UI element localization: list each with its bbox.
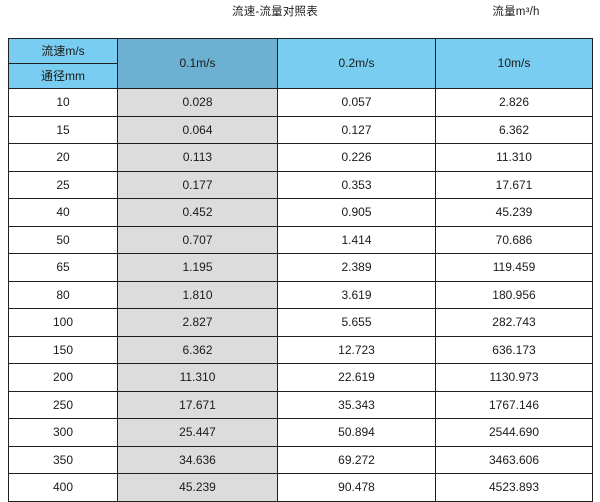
cell-v1: 1.195 — [117, 253, 278, 282]
table-row: 15 0.064 0.127 6.362 — [8, 115, 593, 144]
cell-v3: 70.686 — [435, 225, 593, 254]
cell-v2: 0.353 — [277, 170, 436, 199]
table-row: 150 6.362 12.723 636.173 — [8, 335, 593, 364]
flow-rate-table: 流速m/s 0.1m/s 0.2m/s 10m/s 通径mm 10 0.028 … — [8, 38, 593, 502]
cell-v2: 2.389 — [277, 253, 436, 282]
cell-v3: 2544.690 — [435, 418, 593, 447]
cell-v1: 0.177 — [117, 170, 278, 199]
table-row: 250 17.671 35.343 1767.146 — [8, 390, 593, 419]
cell-v1: 6.362 — [117, 335, 278, 364]
cell-v2: 0.226 — [277, 143, 436, 172]
cell-v2: 5.655 — [277, 308, 436, 337]
cell-v1: 0.113 — [117, 143, 278, 172]
cell-dn: 65 — [8, 253, 118, 282]
cell-v1: 11.310 — [117, 363, 278, 392]
cell-v3: 119.459 — [435, 253, 593, 282]
cell-dn: 150 — [8, 335, 118, 364]
cell-v1: 25.447 — [117, 418, 278, 447]
cell-dn: 20 — [8, 143, 118, 172]
cell-v3: 636.173 — [435, 335, 593, 364]
cell-v1: 1.810 — [117, 280, 278, 309]
table-row: 50 0.707 1.414 70.686 — [8, 225, 593, 254]
cell-v3: 1130.973 — [435, 363, 593, 392]
table-row: 350 34.636 69.272 3463.606 — [8, 445, 593, 474]
cell-dn: 100 — [8, 308, 118, 337]
page-title: 流速-流量对照表 — [232, 6, 318, 18]
table-body: 10 0.028 0.057 2.826 15 0.064 0.127 6.36… — [8, 88, 593, 502]
header-row-bottom: 通径mm — [8, 63, 593, 89]
cell-v1: 0.707 — [117, 225, 278, 254]
table-row: 300 25.447 50.894 2544.690 — [8, 418, 593, 447]
cell-v1: 0.028 — [117, 88, 278, 117]
cell-dn: 400 — [8, 473, 118, 502]
cell-dn: 40 — [8, 198, 118, 227]
column-header-v2: 0.2m/s — [277, 38, 436, 89]
table-row: 20 0.113 0.226 11.310 — [8, 143, 593, 172]
table-row: 65 1.195 2.389 119.459 — [8, 253, 593, 282]
cell-dn: 50 — [8, 225, 118, 254]
flow-table-wrap: 流速m/s 0.1m/s 0.2m/s 10m/s 通径mm 10 0.028 … — [8, 38, 593, 502]
title-band: 流速-流量对照表 流量m³/h — [0, 0, 600, 38]
corner-header-diameter: 通径mm — [8, 63, 118, 89]
cell-v1: 2.827 — [117, 308, 278, 337]
column-header-v3: 10m/s — [435, 38, 593, 89]
cell-dn: 350 — [8, 445, 118, 474]
cell-v2: 90.478 — [277, 473, 436, 502]
cell-v1: 17.671 — [117, 390, 278, 419]
table-row: 400 45.239 90.478 4523.893 — [8, 473, 593, 502]
cell-v3: 6.362 — [435, 115, 593, 144]
cell-v1: 0.064 — [117, 115, 278, 144]
cell-v2: 69.272 — [277, 445, 436, 474]
cell-v3: 2.826 — [435, 88, 593, 117]
cell-v3: 11.310 — [435, 143, 593, 172]
cell-dn: 300 — [8, 418, 118, 447]
cell-v3: 3463.606 — [435, 445, 593, 474]
cell-v3: 282.743 — [435, 308, 593, 337]
cell-v1: 34.636 — [117, 445, 278, 474]
table-row: 40 0.452 0.905 45.239 — [8, 198, 593, 227]
table-header: 流速m/s 0.1m/s 0.2m/s 10m/s 通径mm — [8, 38, 593, 89]
cell-dn: 250 — [8, 390, 118, 419]
cell-v2: 0.057 — [277, 88, 436, 117]
unit-title: 流量m³/h — [492, 6, 540, 18]
cell-v3: 17.671 — [435, 170, 593, 199]
table-row: 200 11.310 22.619 1130.973 — [8, 363, 593, 392]
table-row: 100 2.827 5.655 282.743 — [8, 308, 593, 337]
header-row-top: 流速m/s 0.1m/s 0.2m/s 10m/s — [8, 38, 593, 89]
cell-v3: 4523.893 — [435, 473, 593, 502]
cell-dn: 25 — [8, 170, 118, 199]
cell-v2: 1.414 — [277, 225, 436, 254]
cell-v1: 0.452 — [117, 198, 278, 227]
table-row: 10 0.028 0.057 2.826 — [8, 88, 593, 117]
cell-v2: 0.905 — [277, 198, 436, 227]
cell-v2: 22.619 — [277, 363, 436, 392]
cell-v2: 50.894 — [277, 418, 436, 447]
cell-dn: 10 — [8, 88, 118, 117]
corner-header-velocity: 流速m/s — [8, 38, 118, 64]
cell-v1: 45.239 — [117, 473, 278, 502]
table-row: 80 1.810 3.619 180.956 — [8, 280, 593, 309]
cell-v3: 180.956 — [435, 280, 593, 309]
cell-v3: 1767.146 — [435, 390, 593, 419]
column-header-v1: 0.1m/s — [117, 38, 278, 89]
cell-v2: 35.343 — [277, 390, 436, 419]
cell-dn: 15 — [8, 115, 118, 144]
cell-dn: 80 — [8, 280, 118, 309]
cell-v2: 0.127 — [277, 115, 436, 144]
cell-v2: 3.619 — [277, 280, 436, 309]
table-row: 25 0.177 0.353 17.671 — [8, 170, 593, 199]
cell-v2: 12.723 — [277, 335, 436, 364]
cell-v3: 45.239 — [435, 198, 593, 227]
cell-dn: 200 — [8, 363, 118, 392]
